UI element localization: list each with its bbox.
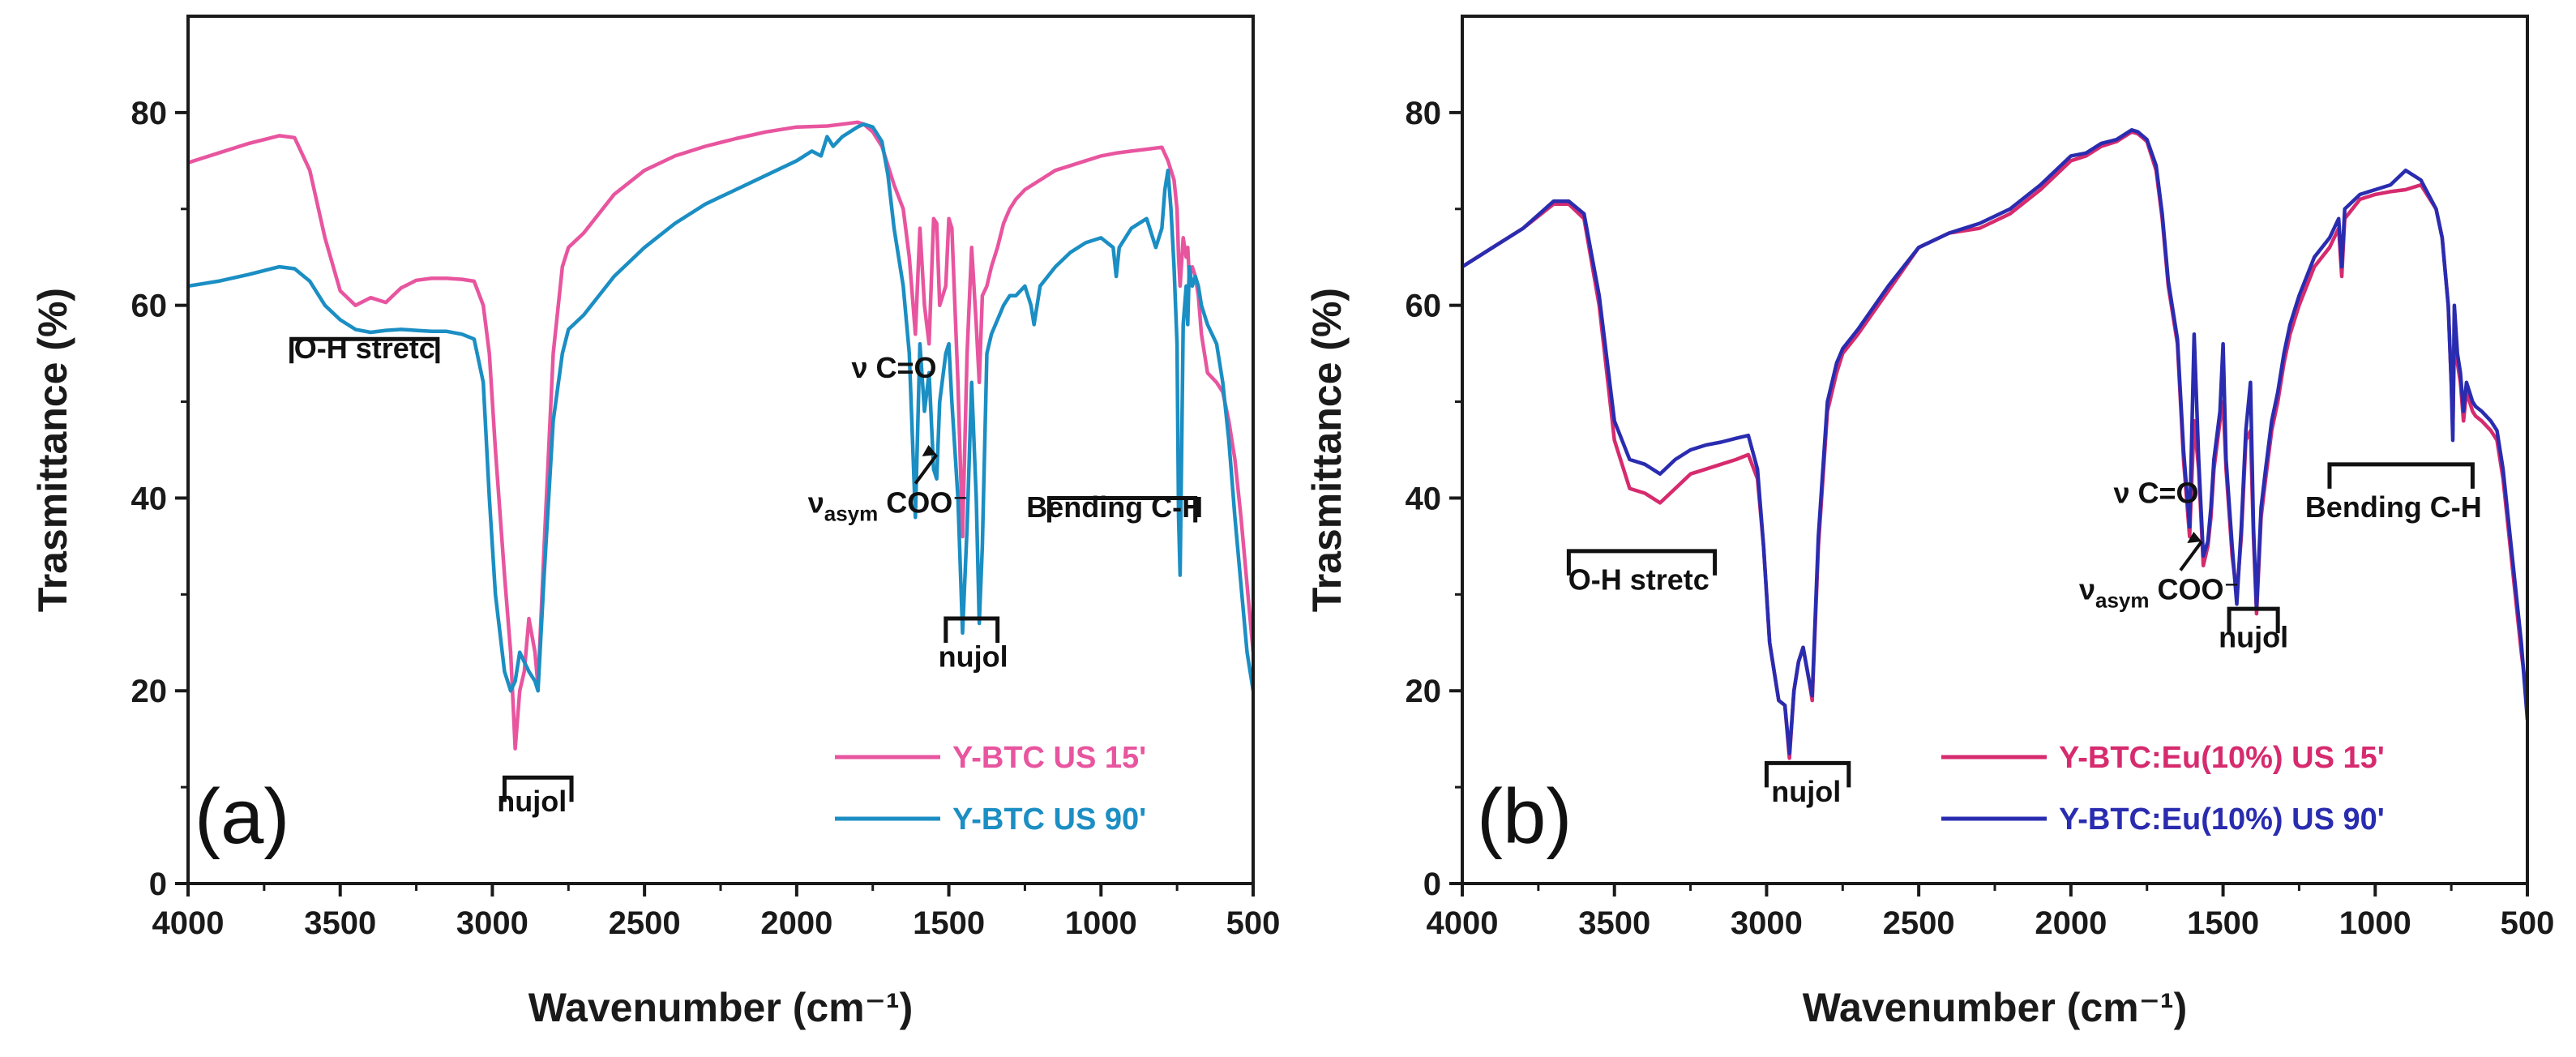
panel-a-x-tick-label: 2000: [760, 905, 832, 941]
panel-b-x-tick-label: 1500: [2187, 905, 2259, 941]
panel-a-annotation-5: nujol: [939, 640, 1008, 674]
panel-a-x-tick-label: 1000: [1065, 905, 1137, 941]
panel-b-x-tick-label: 4000: [1427, 905, 1499, 941]
panel-b-annotation-4: νasym COO⁻: [2079, 572, 2240, 612]
panel-a-bracket: [289, 336, 440, 364]
panel-b-annotation-1: O-H stretc: [1568, 563, 1709, 596]
panel-a-annotation-6: Bending C-H: [1026, 490, 1203, 524]
panel-b-arrow: [2179, 540, 2203, 571]
panel-a-arrow-head: [922, 444, 937, 456]
panel-a-arrow: [914, 453, 939, 485]
panel-b-bracket: [2327, 462, 2475, 489]
panel-b-x-tick-label: 3000: [1731, 905, 1803, 941]
panel-a-x-tick-label: 1500: [913, 905, 985, 941]
panel-a-legend-label-1: Y-BTC US 15': [952, 741, 1146, 775]
panel-a-y-axis-title: Trasmittance (%): [30, 288, 75, 612]
panel-a-y-tick-label: 60: [131, 289, 168, 324]
panel-b-bracket: [1764, 760, 1851, 788]
panel-b-x-tick-label: 2500: [1883, 905, 1955, 941]
panel-b-y-tick-label: 0: [1423, 867, 1441, 902]
panel-b-x-tick-label: 2000: [2035, 905, 2107, 941]
panel-a-legend: Y-BTC US 15' Y-BTC US 90': [835, 741, 1146, 837]
panel-a-bracket: [944, 616, 1000, 644]
panel-a-x-tick-label: 4000: [152, 905, 225, 941]
panel-a-annotation-4: νasym COO⁻: [808, 486, 969, 525]
panel-b-series-group: [1462, 128, 2527, 760]
panel-a-x-axis-title: Wavenumber (cm⁻¹): [528, 985, 914, 1030]
panel-a-series-line-1: [188, 120, 1253, 751]
panel-b-bracket: [1566, 549, 1718, 576]
panel-a-bracket: [502, 775, 574, 802]
panel-a-annotation-3: ν C=O: [851, 351, 936, 384]
panel-b-y-tick-label: 40: [1406, 481, 1442, 516]
panel-b-x-tick-label: 3500: [1578, 905, 1650, 941]
panel-a-annotation-2: nujol: [497, 785, 567, 818]
panel-b-arrow-head: [2187, 531, 2202, 543]
panel-a-x-tick-label: 3500: [304, 905, 376, 941]
panel-b-annotation-6: Bending C-H: [2305, 490, 2482, 524]
panel-b-annotation-2: nujol: [1771, 775, 1841, 808]
panel-b-y-tick-label: 80: [1406, 96, 1442, 131]
panel-a-x-tick-label: 500: [1226, 905, 1281, 941]
panel-b-y-tick-label: 20: [1406, 674, 1442, 709]
panel-b-legend-label-2: Y-BTC:Eu(10%) US 90': [2059, 802, 2385, 837]
panel-a-panel-letter: (a): [195, 773, 289, 860]
panel-a-series-group: [188, 120, 1253, 751]
panel-a-y-tick-label: 40: [131, 481, 168, 516]
panel-b-series-line-2: [1462, 128, 2527, 755]
panel-a-y-tick-label: 80: [131, 96, 168, 131]
panel-b-y-tick-label: 60: [1406, 289, 1442, 324]
panel-b-x-tick-label: 1000: [2339, 905, 2411, 941]
panel-a-annotation-1: O-H stretc: [294, 332, 435, 365]
panel-b-legend-label-1: Y-BTC:Eu(10%) US 15': [2059, 741, 2385, 775]
panel-b-bracket: [2227, 606, 2280, 634]
panel-b-legend: Y-BTC:Eu(10%) US 15' Y-BTC:Eu(10%) US 90': [1941, 741, 2385, 837]
panel-a-series-line-2: [188, 122, 1253, 693]
panel-a-bracket: [1046, 495, 1198, 523]
panel-b-x-axis-title: Wavenumber (cm⁻¹): [1803, 985, 2188, 1030]
panel-a-x-tick-label: 3000: [456, 905, 528, 941]
panel-a-y-tick-label: 20: [131, 674, 168, 709]
panel-a-x-tick-label: 2500: [609, 905, 681, 941]
panel-b: 4000 3500 3000 2500 2000 1500 1000 500 0 20 40 60 80…: [1304, 15, 2555, 1030]
panel-b-annotation-3: ν C=O: [2113, 476, 2198, 509]
panel-b-x-tick-label: 500: [2501, 905, 2555, 941]
panel-b-y-axis-title: Trasmittance (%): [1304, 288, 1350, 612]
panel-b-panel-letter: (b): [1477, 773, 1572, 860]
panel-a-y-tick-label: 0: [149, 867, 167, 902]
panel-a: 4000 3500 3000 2500 2000 1500 1000 500 0 20 40 60 80…: [30, 15, 1281, 1030]
panel-a-legend-label-2: Y-BTC US 90': [952, 802, 1146, 837]
